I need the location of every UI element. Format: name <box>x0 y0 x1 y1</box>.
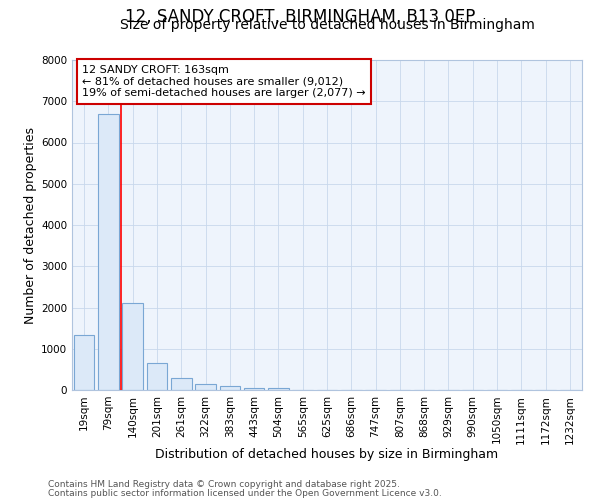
Bar <box>268 388 289 390</box>
Bar <box>244 388 265 390</box>
Bar <box>220 386 240 390</box>
Bar <box>146 363 167 390</box>
Text: Contains HM Land Registry data © Crown copyright and database right 2025.: Contains HM Land Registry data © Crown c… <box>48 480 400 489</box>
Text: 12 SANDY CROFT: 163sqm
← 81% of detached houses are smaller (9,012)
19% of semi-: 12 SANDY CROFT: 163sqm ← 81% of detached… <box>82 65 366 98</box>
Bar <box>195 384 216 390</box>
Bar <box>122 304 143 390</box>
X-axis label: Distribution of detached houses by size in Birmingham: Distribution of detached houses by size … <box>155 448 499 461</box>
Title: Size of property relative to detached houses in Birmingham: Size of property relative to detached ho… <box>119 18 535 32</box>
Bar <box>171 378 191 390</box>
Bar <box>74 334 94 390</box>
Y-axis label: Number of detached properties: Number of detached properties <box>24 126 37 324</box>
Bar <box>98 114 119 390</box>
Text: 12, SANDY CROFT, BIRMINGHAM, B13 0EP: 12, SANDY CROFT, BIRMINGHAM, B13 0EP <box>125 8 475 26</box>
Text: Contains public sector information licensed under the Open Government Licence v3: Contains public sector information licen… <box>48 488 442 498</box>
